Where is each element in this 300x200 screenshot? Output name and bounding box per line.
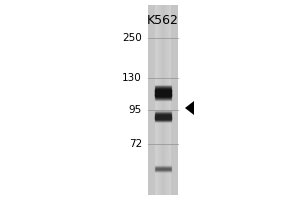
Polygon shape — [185, 101, 194, 115]
Bar — [161, 5, 162, 195]
Bar — [148, 5, 178, 195]
Bar — [166, 5, 167, 195]
Bar — [155, 5, 156, 195]
Bar — [159, 5, 160, 195]
Bar — [158, 5, 159, 195]
Text: K562: K562 — [147, 14, 179, 27]
Bar — [156, 5, 157, 195]
Bar — [169, 5, 170, 195]
Bar — [165, 5, 166, 195]
Bar — [162, 5, 163, 195]
Text: 130: 130 — [122, 73, 142, 83]
Text: 95: 95 — [129, 105, 142, 115]
Bar — [160, 5, 161, 195]
Bar — [168, 5, 169, 195]
Bar — [167, 5, 168, 195]
Bar — [170, 5, 171, 195]
Text: 250: 250 — [122, 33, 142, 43]
Text: 72: 72 — [129, 139, 142, 149]
Bar — [169, 5, 170, 195]
Bar — [157, 5, 158, 195]
Bar — [163, 5, 164, 195]
Bar — [164, 5, 165, 195]
